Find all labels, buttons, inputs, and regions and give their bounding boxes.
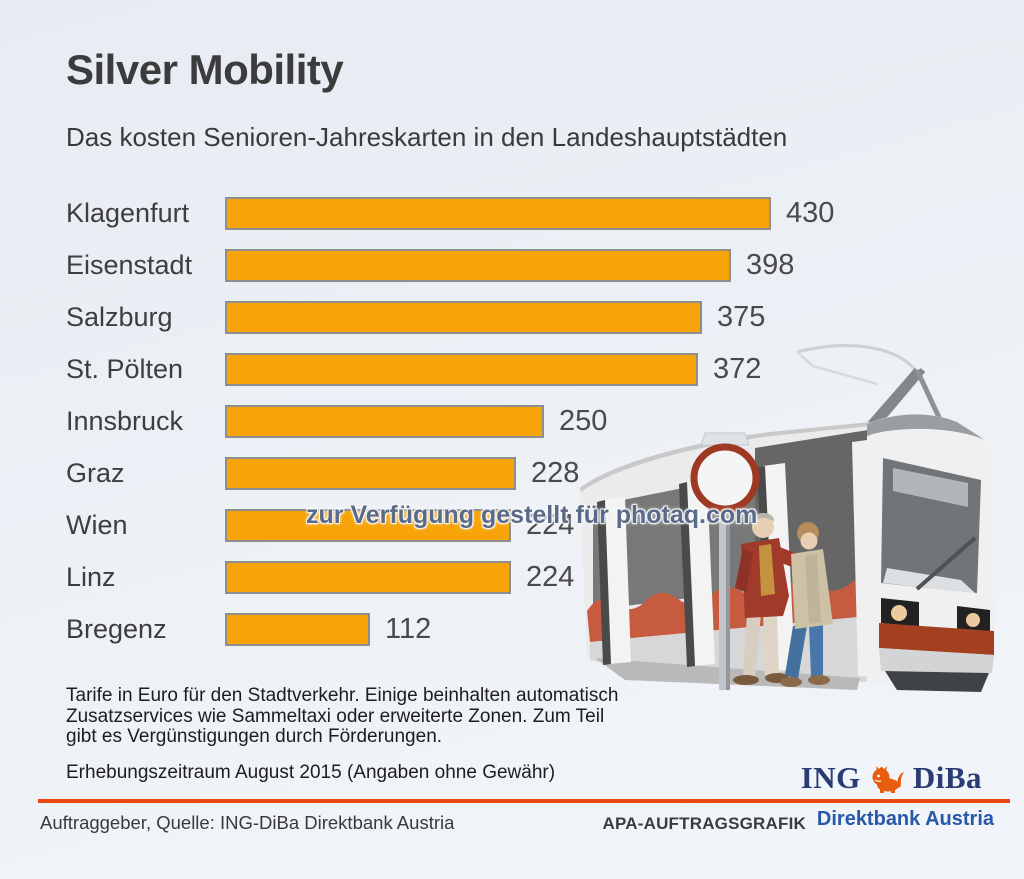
bar-value: 224 <box>526 508 575 541</box>
bar-label: Klagenfurt <box>66 197 190 228</box>
bar <box>225 560 511 594</box>
brand-subtitle: Direktbank Austria <box>816 808 994 830</box>
bar <box>225 300 702 334</box>
bar-label: Graz <box>66 457 125 488</box>
bar-label: Linz <box>66 561 116 592</box>
bar-row: Eisenstadt 398 <box>66 239 966 291</box>
bar-row: Klagenfurt 430 <box>66 187 966 239</box>
bar-row: Graz 228 <box>66 447 966 499</box>
bar-value: 375 <box>717 300 766 333</box>
bar <box>225 456 516 490</box>
ing-diba-logo: ING DiBa <box>801 760 982 796</box>
bar <box>225 248 731 282</box>
wiper-icon <box>915 536 977 591</box>
survey-period: Erhebungszeitraum August 2015 (Angaben o… <box>66 762 556 783</box>
bar <box>225 196 771 230</box>
tram-stop-sign <box>690 432 760 690</box>
bar-row: Salzburg 375 <box>66 291 966 343</box>
bar-value: 430 <box>786 196 835 229</box>
bar-value: 372 <box>713 352 762 385</box>
bar-row: Bregenz 112 <box>66 603 966 655</box>
bar <box>225 508 511 542</box>
chart-subtitle: Das kosten Senioren-Jahreskarten in den … <box>66 122 788 152</box>
source-credit: Auftraggeber, Quelle: ING-DiBa Direktban… <box>40 812 455 833</box>
bar-row: Innsbruck 250 <box>66 395 966 447</box>
front-bumper <box>879 623 994 655</box>
bar-value: 228 <box>531 456 580 489</box>
bar <box>225 404 544 438</box>
bar-row: St. Pölten 372 <box>66 343 966 395</box>
destination-sign <box>893 468 968 507</box>
bar-row: Linz 224 <box>66 551 966 603</box>
senior-man <box>733 512 803 685</box>
bar-label: Wien <box>66 509 128 540</box>
bar-label: Innsbruck <box>66 405 184 436</box>
bar-value: 224 <box>526 560 575 593</box>
overhead-wire <box>796 344 919 373</box>
bar-label: Salzburg <box>66 301 173 332</box>
logo-text-diba: DiBa <box>912 760 982 795</box>
page-title: Silver Mobility <box>66 46 344 93</box>
bar-value: 250 <box>559 404 608 437</box>
bar <box>225 612 370 646</box>
bar-label: Eisenstadt <box>66 249 193 280</box>
apa-credit: APA-AUFTRAGSGRAFIK <box>602 814 806 833</box>
bar-value: 398 <box>746 248 795 281</box>
footnote-text: Tarife in Euro für den Stadtverkehr. Ein… <box>66 685 619 747</box>
logo-text-ing: ING <box>800 760 861 795</box>
tram-illustration <box>580 344 994 692</box>
bar <box>225 352 698 386</box>
divider-line <box>38 799 1010 803</box>
watermark: zur Verfügung gestellt für photaq.com <box>306 501 758 529</box>
bar-chart: Klagenfurt 430 Eisenstadt 398 Salzburg 375 St.… <box>66 187 966 655</box>
bar-label: St. Pölten <box>66 353 184 384</box>
senior-woman <box>780 522 833 687</box>
bar-label: Bregenz <box>66 613 167 644</box>
bar-row: Wien 224 <box>66 499 966 551</box>
lion-icon <box>872 766 904 793</box>
bar-value: 112 <box>385 612 432 645</box>
